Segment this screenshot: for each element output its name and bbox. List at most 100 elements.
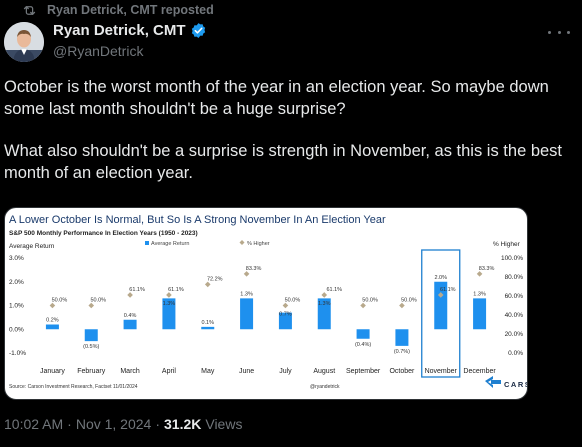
- category-label: January: [40, 368, 65, 375]
- views-count: 31.2K: [164, 416, 202, 432]
- chart-credit: @ryandetrick: [310, 384, 340, 390]
- dot-label: 83.3%: [479, 266, 495, 272]
- category-label: September: [346, 368, 381, 375]
- category-label: October: [389, 368, 415, 375]
- category-label: November: [425, 368, 458, 375]
- bar-march: [123, 319, 137, 330]
- category-label: June: [239, 368, 254, 375]
- bar-october: [395, 329, 409, 346]
- avatar-portrait-icon: [4, 22, 44, 62]
- author-name[interactable]: Ryan Detrick, CMT: [53, 22, 207, 39]
- bar-december: [473, 298, 487, 330]
- bar-july: [278, 312, 292, 330]
- dot-may: [204, 281, 211, 288]
- bar-label: (0.5%): [83, 344, 99, 350]
- chart-yticks-left: 3.0% 2.0% 1.0% 0.0% -1.0%: [9, 255, 26, 357]
- ytick-left-label: -1.0%: [9, 350, 26, 357]
- ytick-left-label: 0.0%: [9, 326, 24, 333]
- chart-subtitle: S&P 500 Monthly Performance In Election …: [9, 230, 198, 237]
- legend-swatch-average-return: [145, 241, 149, 245]
- carson-logo: CARSON: [485, 376, 527, 389]
- category-label: March: [120, 368, 140, 375]
- bar-label: 0.1%: [201, 320, 214, 326]
- bar-label: 2.0%: [434, 275, 447, 281]
- dot-label: 61.1%: [440, 287, 456, 293]
- bar-label: 1.3%: [473, 291, 486, 297]
- bar-august: [317, 298, 331, 330]
- more-icon-dot: [548, 30, 551, 34]
- dot-october: [399, 302, 405, 309]
- tweet-time[interactable]: 10:02 AM: [4, 416, 64, 432]
- dot-label: 50.0%: [362, 298, 378, 304]
- author-handle[interactable]: @RyanDetrick: [53, 43, 144, 59]
- more-options-button[interactable]: [548, 24, 570, 40]
- chart-legend: Average Return % Higher: [145, 240, 270, 247]
- views-label: Views: [205, 416, 243, 432]
- category-label: April: [162, 368, 176, 375]
- bar-label: (0.7%): [394, 349, 410, 355]
- bar-label: 1.3%: [163, 301, 176, 307]
- dot-label: 72.2%: [207, 276, 223, 282]
- category-label: December: [463, 368, 496, 375]
- dot-label: 50.0%: [52, 298, 68, 304]
- meta-separator: ·: [155, 416, 160, 432]
- tweet-media-chart[interactable]: A Lower October Is Normal, But So Is A S…: [4, 207, 528, 400]
- chart: A Lower October Is Normal, But So Is A S…: [9, 214, 527, 390]
- bar-label: 1.3%: [240, 291, 253, 297]
- dot-label: 61.1%: [168, 287, 184, 293]
- bar-label: (0.4%): [355, 342, 371, 348]
- carson-logo-text: CARSON: [504, 380, 527, 389]
- dot-label: 50.0%: [285, 298, 301, 304]
- bar-november: [434, 281, 448, 330]
- dot-april: [166, 292, 172, 298]
- bar-april: [162, 298, 176, 330]
- chart-highlight-box: [421, 249, 461, 378]
- tweet-paragraph: October is the worst month of the year i…: [4, 78, 549, 118]
- avatar[interactable]: [4, 22, 44, 62]
- ytick-right-label: 40.0%: [505, 312, 524, 319]
- ytick-right-label: 20.0%: [505, 331, 524, 338]
- legend-swatch-pct-higher: [239, 240, 245, 245]
- more-icon-dot: [567, 30, 570, 34]
- bar-june: [240, 298, 254, 330]
- dot-june: [243, 271, 250, 277]
- tweet-paragraph: What also shouldn't be a surprise is str…: [4, 142, 563, 182]
- bar-label: 0.2%: [46, 318, 59, 324]
- legend-label-average-return: Average Return: [151, 241, 189, 247]
- chart-yticks-right: 100.0% 80.0% 60.0% 40.0% 20.0% 0.0%: [501, 255, 523, 357]
- bar-may: [201, 326, 215, 330]
- chart-ylabel-left: Average Return: [9, 243, 55, 250]
- dot-label: 50.0%: [90, 298, 106, 304]
- bar-label: 0.7%: [279, 312, 292, 318]
- dot-label: 83.3%: [246, 266, 262, 272]
- bar-september: [356, 329, 370, 339]
- dot-september: [360, 302, 366, 309]
- category-label: July: [279, 368, 292, 375]
- repost-indicator[interactable]: Ryan Detrick, CMT reposted: [22, 2, 214, 18]
- tweet-text: October is the worst month of the year i…: [4, 76, 574, 184]
- ytick-right-label: 0.0%: [508, 350, 523, 357]
- verified-badge-icon: [191, 23, 205, 38]
- ytick-left-label: 1.0%: [9, 303, 24, 310]
- dot-december: [476, 271, 483, 277]
- ytick-left-label: 2.0%: [9, 279, 24, 286]
- repost-icon: [23, 5, 36, 15]
- chart-categories: January February March April May June July Augu…: [40, 368, 496, 375]
- tweet-date[interactable]: Nov 1, 2024: [75, 416, 152, 432]
- bar-label: 0.4%: [124, 313, 137, 319]
- author-name-text: Ryan Detrick, CMT: [53, 22, 186, 39]
- bar-label: 1.3%: [318, 301, 331, 307]
- dot-march: [127, 292, 133, 298]
- chart-bars: 0.2% (0.5%) 0.4% 1.3% 0.1% 1.3% 0.7% 1.3% (0.4%)…: [45, 275, 487, 355]
- legend-label-pct-higher: % Higher: [247, 241, 270, 247]
- dot-label: 50.0%: [401, 298, 417, 304]
- chart-ylabel-right: % Higher: [493, 241, 521, 248]
- dot-label: 61.1%: [326, 287, 342, 293]
- tweet-meta: 10:02 AM · Nov 1, 2024 · 31.2K Views: [4, 416, 242, 432]
- ytick-right-label: 60.0%: [505, 293, 524, 300]
- bar-january: [45, 324, 59, 330]
- category-label: May: [201, 368, 215, 375]
- more-icon-dot: [557, 30, 561, 34]
- chart-dots: 50.0% 50.0% 61.1% 61.1% 72.2% 83.3% 50.0% 61.1%…: [49, 266, 495, 309]
- category-label: February: [77, 368, 106, 375]
